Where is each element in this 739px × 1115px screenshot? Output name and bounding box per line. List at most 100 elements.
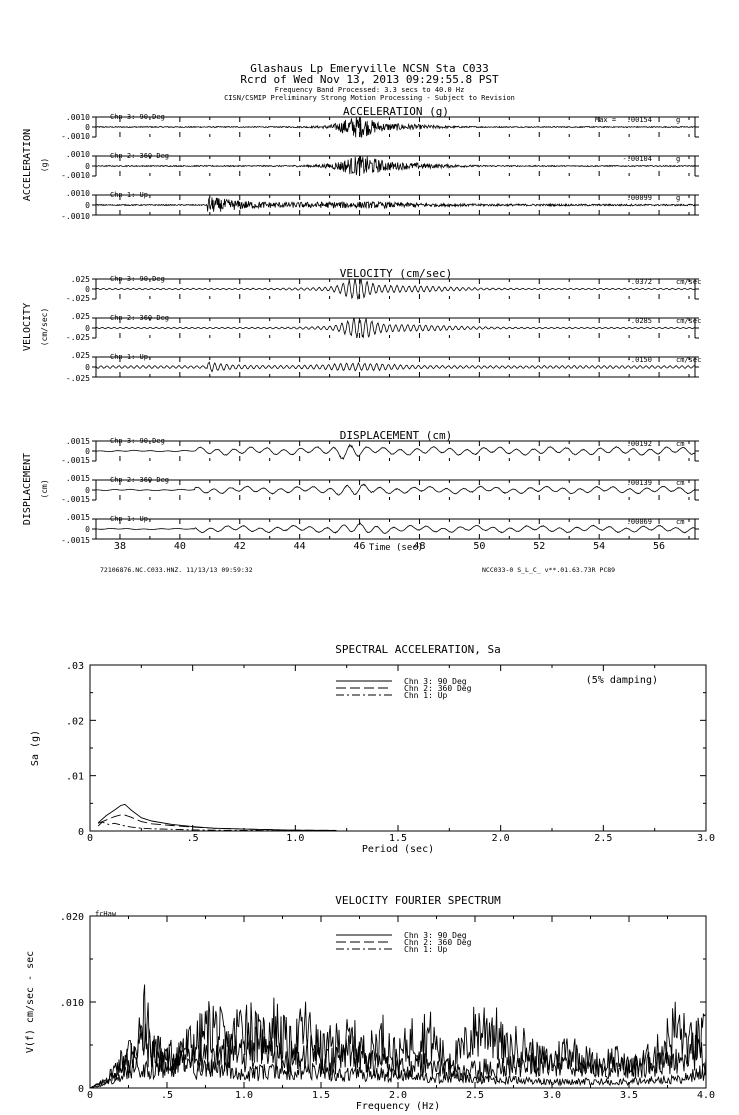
- x-tick-label: .5: [161, 1090, 173, 1101]
- x-tick-label: 0: [87, 1090, 93, 1101]
- x-tick-label: 1.5: [389, 833, 407, 844]
- plot-frame: [89, 664, 707, 832]
- channel-name: Chn 3: 90 Deg: [110, 275, 165, 283]
- y-axis-label: Sa (g): [30, 730, 41, 766]
- y-axis-unit: (cm): [40, 479, 49, 498]
- y-tick-label: 0: [85, 285, 90, 294]
- y-tick-label: 0: [85, 162, 90, 171]
- y-tick-label: -.0015: [61, 456, 90, 465]
- max-value: -.0285: [627, 317, 652, 325]
- trace-line: [95, 116, 696, 138]
- x-tick-label: 1.0: [235, 1090, 253, 1101]
- channel-name: Chn 3: 90 Deg: [110, 113, 165, 121]
- max-unit: cm/sec: [676, 317, 701, 325]
- x-axis-label: Frequency (Hz): [356, 1101, 440, 1112]
- max-value: -.0372: [627, 278, 652, 286]
- max-unit: cm: [676, 518, 684, 526]
- x-tick-label: 1.0: [286, 833, 304, 844]
- x-tick-label: 0: [87, 833, 93, 844]
- y-tick-label: .0015: [66, 513, 90, 522]
- x-tick-label: 3.5: [620, 1090, 638, 1101]
- max-unit: g: [676, 155, 680, 163]
- series-line: [89, 1052, 707, 1089]
- y-tick-label: 0: [85, 486, 90, 495]
- x-tick-label: 3.0: [697, 833, 715, 844]
- trace-line: [95, 278, 696, 300]
- y-axis-unit: (g): [40, 158, 49, 172]
- channel-name: Chn 2: 360 Deg: [110, 152, 169, 160]
- channel-name: Chn 1: Up: [110, 353, 148, 361]
- max-unit: cm/sec: [676, 278, 701, 286]
- x-tick-label: 4.0: [697, 1090, 715, 1101]
- channel-name: Chn 2: 360 Deg: [110, 314, 169, 322]
- max-value: .00154: [627, 116, 652, 124]
- y-tick-label: .0010: [66, 113, 90, 122]
- max-value: .00069: [627, 518, 652, 526]
- footer-right: NCC033-0 S_L_C_ v**.01.63.73R PC89: [482, 566, 615, 574]
- header-station: Glashaus Lp Emeryville NCSN Sta C033: [250, 62, 489, 75]
- y-tick-label: .025: [71, 351, 90, 360]
- corner-annotation: fcHaw: [95, 910, 117, 918]
- legend-label: Chn 1: Up: [404, 691, 448, 700]
- y-tick-label: 0: [85, 363, 90, 372]
- y-tick-label: .025: [71, 312, 90, 321]
- y-tick-label: 0: [85, 525, 90, 534]
- chart-title: SPECTRAL ACCELERATION, Sa: [335, 643, 501, 656]
- max-unit: g: [676, 194, 680, 202]
- footer-left: 72106876.NC.C033.HNZ. 11/13/13 09:59:32: [100, 566, 253, 574]
- chart-title: DISPLACEMENT (cm): [340, 429, 453, 442]
- y-axis-label: VELOCITY: [22, 303, 33, 351]
- y-tick-label: .0010: [66, 189, 90, 198]
- x-tick-label: 48: [413, 541, 425, 552]
- damping-annotation: (5% damping): [586, 675, 658, 686]
- chart-title: ACCELERATION (g): [343, 105, 449, 118]
- max-value: -.00104: [622, 155, 652, 163]
- y-tick-label: 0: [85, 447, 90, 456]
- x-tick-label: 2.0: [389, 1090, 407, 1101]
- max-value: .00099: [627, 194, 652, 202]
- header-disclaimer: CISN/CSMIP Preliminary Strong Motion Pro…: [224, 94, 515, 102]
- max-unit: g: [676, 116, 680, 124]
- series-line: [97, 803, 337, 831]
- legend-label: Chn 3: 90 Deg: [404, 677, 467, 686]
- legend-label: Chn 2: 360 Deg: [404, 938, 472, 947]
- channel-name: Chn 2: 360 Deg: [110, 476, 169, 484]
- y-tick-label: 0: [78, 827, 84, 838]
- y-axis-label: ACCELERATION: [22, 129, 33, 201]
- max-label: Max =: [595, 116, 616, 124]
- x-tick-label: 1.5: [312, 1090, 330, 1101]
- x-tick-label: 54: [593, 541, 605, 552]
- y-axis-unit: (cm/sec): [40, 308, 49, 347]
- y-tick-label: .01: [66, 772, 84, 783]
- y-tick-label: -.0010: [61, 132, 90, 141]
- y-axis-label: V(f) cm/sec - sec: [25, 951, 36, 1053]
- trace-line: [95, 155, 696, 176]
- trace-line: [95, 361, 696, 373]
- x-tick-label: 3.0: [543, 1090, 561, 1101]
- x-axis-label: Time (sec): [369, 543, 423, 553]
- channel-name: Chn 1: Up: [110, 191, 148, 199]
- x-tick-label: 56: [653, 541, 665, 552]
- x-tick-label: 2.5: [594, 833, 612, 844]
- x-tick-label: 46: [354, 541, 366, 552]
- y-tick-label: -.0015: [61, 495, 90, 504]
- x-tick-label: 40: [174, 541, 186, 552]
- header-band: Frequency Band Processed: 3.3 secs to 40…: [274, 86, 465, 94]
- chart-title: VELOCITY (cm/sec): [340, 267, 453, 280]
- x-tick-label: 38: [114, 541, 126, 552]
- y-tick-label: 0: [85, 123, 90, 132]
- x-tick-label: 52: [533, 541, 545, 552]
- trace-line: [96, 483, 696, 496]
- max-value: .00139: [627, 479, 652, 487]
- trace-line: [95, 522, 696, 534]
- y-tick-label: .025: [71, 275, 90, 284]
- legend-label: Chn 2: 360 Deg: [404, 684, 472, 693]
- y-tick-label: .0010: [66, 150, 90, 159]
- x-tick-label: .5: [187, 833, 199, 844]
- y-tick-label: -.025: [66, 333, 90, 342]
- max-value: -.0150: [627, 356, 652, 364]
- y-tick-label: -.0010: [61, 212, 90, 221]
- y-tick-label: -.0015: [61, 536, 90, 545]
